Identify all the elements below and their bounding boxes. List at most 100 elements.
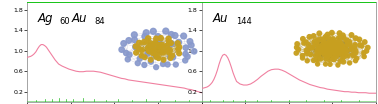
- Circle shape: [135, 61, 140, 66]
- Circle shape: [342, 49, 347, 53]
- Circle shape: [321, 50, 325, 54]
- Circle shape: [334, 46, 339, 50]
- Circle shape: [134, 50, 138, 55]
- Circle shape: [307, 35, 311, 39]
- Circle shape: [154, 65, 158, 70]
- Circle shape: [141, 39, 147, 44]
- Circle shape: [150, 28, 156, 34]
- Circle shape: [336, 63, 340, 67]
- Circle shape: [328, 45, 332, 50]
- Circle shape: [330, 42, 334, 46]
- Circle shape: [177, 51, 181, 56]
- Circle shape: [143, 30, 149, 36]
- Circle shape: [327, 40, 331, 45]
- Circle shape: [139, 48, 144, 52]
- Circle shape: [357, 37, 362, 42]
- Circle shape: [353, 59, 358, 63]
- Circle shape: [354, 49, 358, 53]
- Circle shape: [330, 30, 334, 35]
- Circle shape: [161, 62, 166, 66]
- Circle shape: [163, 28, 169, 34]
- Circle shape: [336, 51, 340, 55]
- Circle shape: [154, 36, 159, 41]
- Circle shape: [174, 62, 178, 67]
- Circle shape: [313, 54, 318, 58]
- Circle shape: [353, 43, 357, 47]
- Circle shape: [341, 35, 346, 40]
- Circle shape: [341, 57, 345, 61]
- Circle shape: [316, 54, 321, 58]
- Circle shape: [133, 44, 138, 50]
- Circle shape: [150, 51, 155, 55]
- Circle shape: [341, 51, 345, 55]
- Circle shape: [183, 51, 188, 57]
- Circle shape: [312, 40, 316, 44]
- Circle shape: [324, 57, 328, 61]
- Circle shape: [325, 46, 329, 50]
- Circle shape: [137, 40, 142, 45]
- Circle shape: [330, 57, 335, 61]
- Circle shape: [151, 43, 156, 48]
- Circle shape: [335, 51, 339, 55]
- Circle shape: [321, 43, 325, 47]
- Circle shape: [316, 62, 319, 66]
- Circle shape: [139, 53, 144, 58]
- Circle shape: [342, 60, 345, 64]
- Circle shape: [343, 48, 347, 53]
- Circle shape: [305, 49, 310, 53]
- Circle shape: [170, 53, 175, 58]
- Circle shape: [155, 46, 160, 51]
- Circle shape: [176, 47, 181, 52]
- Circle shape: [294, 45, 299, 50]
- Circle shape: [331, 49, 335, 53]
- Circle shape: [165, 48, 170, 53]
- Circle shape: [314, 40, 319, 44]
- Circle shape: [301, 37, 305, 41]
- Circle shape: [325, 55, 329, 59]
- Circle shape: [185, 54, 190, 59]
- Circle shape: [319, 57, 322, 61]
- Circle shape: [345, 42, 350, 46]
- Circle shape: [358, 43, 363, 47]
- Circle shape: [354, 51, 358, 55]
- Circle shape: [167, 54, 173, 59]
- Circle shape: [135, 45, 140, 51]
- Circle shape: [324, 62, 327, 66]
- Circle shape: [150, 45, 155, 50]
- Circle shape: [167, 51, 172, 55]
- Circle shape: [296, 47, 301, 52]
- Circle shape: [346, 54, 350, 58]
- Circle shape: [316, 44, 321, 48]
- Circle shape: [301, 56, 305, 60]
- Circle shape: [132, 32, 137, 38]
- Circle shape: [323, 46, 327, 51]
- Circle shape: [149, 58, 153, 62]
- Circle shape: [338, 40, 342, 44]
- Circle shape: [159, 42, 164, 47]
- Circle shape: [321, 50, 325, 54]
- Circle shape: [317, 49, 321, 53]
- Circle shape: [307, 46, 311, 51]
- Circle shape: [311, 34, 316, 38]
- Circle shape: [364, 49, 369, 53]
- Circle shape: [349, 33, 354, 37]
- Circle shape: [335, 45, 339, 49]
- Circle shape: [335, 42, 339, 46]
- Circle shape: [328, 62, 332, 66]
- Circle shape: [353, 47, 357, 51]
- Circle shape: [334, 55, 338, 59]
- Circle shape: [125, 57, 130, 62]
- Circle shape: [322, 53, 326, 57]
- Circle shape: [345, 38, 350, 43]
- Circle shape: [336, 36, 341, 40]
- Circle shape: [323, 45, 328, 49]
- Circle shape: [304, 48, 308, 52]
- Circle shape: [332, 45, 336, 50]
- Circle shape: [146, 36, 151, 41]
- Circle shape: [335, 41, 339, 45]
- Circle shape: [343, 54, 347, 58]
- Circle shape: [124, 50, 129, 56]
- Circle shape: [153, 53, 158, 58]
- Circle shape: [326, 44, 331, 48]
- Circle shape: [156, 56, 161, 61]
